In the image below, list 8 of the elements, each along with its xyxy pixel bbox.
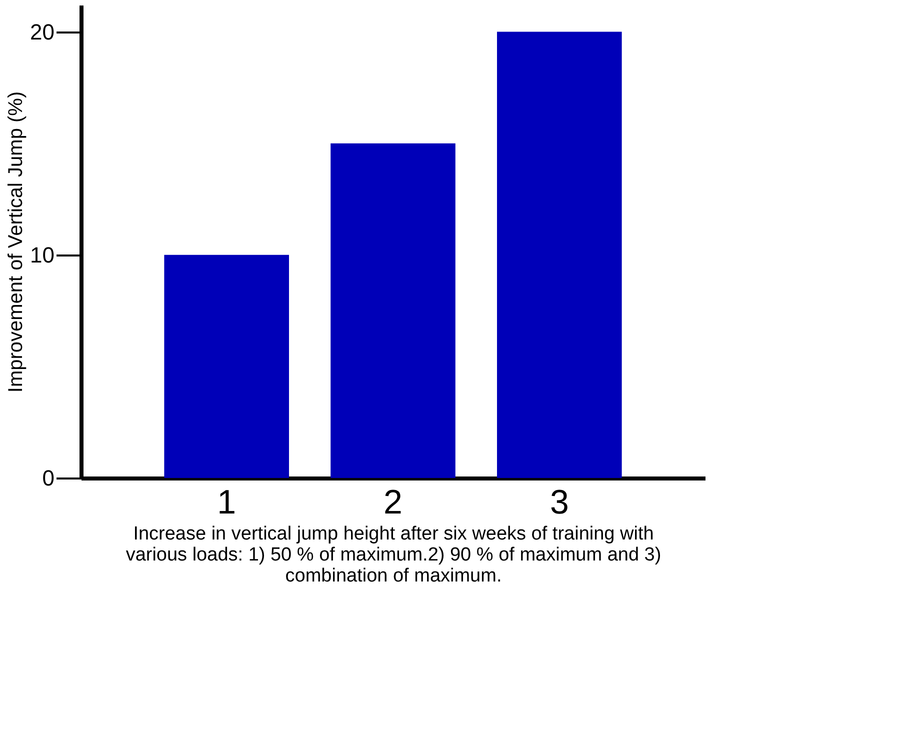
- x-tick-label: 3: [550, 484, 569, 522]
- y-tick-label: 20: [30, 19, 54, 44]
- y-tick-label: 0: [42, 466, 54, 490]
- x-axis-title: Increase in vertical jump height after six weeks of training with various loads: 1) 50 % of maximum.2) 90 % of maximum and 3) combination of maximum.: [126, 524, 662, 586]
- y-tick-label: 10: [30, 242, 54, 268]
- x-tick-label: 1: [217, 484, 236, 522]
- x-tick-label: 2: [384, 484, 402, 522]
- y-axis-title: Improvement of Vertical Jump (%): [5, 91, 28, 393]
